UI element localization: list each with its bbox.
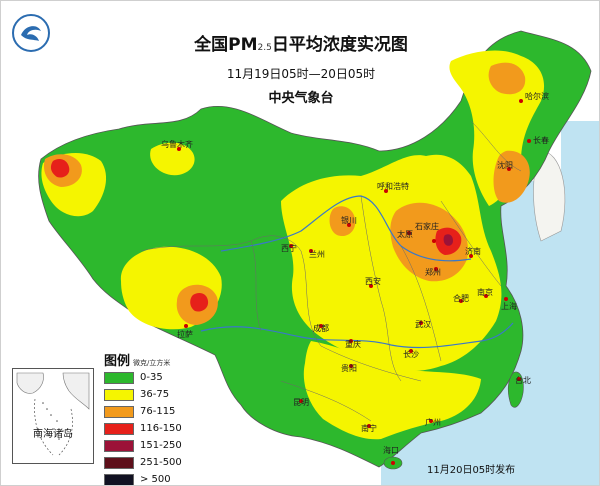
legend-swatch bbox=[104, 457, 134, 469]
legend-item: 251-500 bbox=[104, 455, 214, 471]
city-label-shenyang: 沈阳 bbox=[497, 160, 513, 170]
title-subscript: 2.5 bbox=[257, 43, 272, 53]
pm25-zone-red-west bbox=[190, 293, 209, 312]
city-label-xian: 西安 bbox=[365, 276, 381, 286]
city-label-xining: 西宁 bbox=[281, 243, 297, 253]
city-label-jinan: 济南 bbox=[465, 246, 481, 256]
city-label-kunming: 昆明 bbox=[293, 398, 309, 407]
legend-swatch bbox=[104, 474, 134, 485]
legend-item: 76-115 bbox=[104, 404, 214, 420]
pm25-zone-yellow-south bbox=[303, 341, 481, 440]
legend-item: 151-250 bbox=[104, 438, 214, 454]
city-label-harbin: 哈尔滨 bbox=[525, 91, 549, 101]
legend-item: 36-75 bbox=[104, 387, 214, 403]
legend-label: 76-115 bbox=[140, 406, 176, 417]
city-markers bbox=[177, 99, 531, 465]
inset-map bbox=[16, 372, 90, 456]
city-label-haikou: 海口 bbox=[383, 445, 399, 455]
pm25-zone-yellow-xj2 bbox=[150, 142, 195, 176]
city-label-shanghai: 上海 bbox=[501, 301, 517, 311]
city-label-chengdu: 成都 bbox=[313, 323, 329, 333]
legend-label: 251-500 bbox=[140, 457, 182, 468]
pm25-zone-red-xinjiang bbox=[50, 159, 70, 178]
city-label-taipei: 台北 bbox=[515, 375, 531, 385]
legend-label: 0-35 bbox=[140, 372, 163, 383]
legend-label: 36-75 bbox=[140, 389, 170, 400]
city-label-hefei: 合肥 bbox=[453, 293, 469, 303]
city-label-nanjing: 南京 bbox=[477, 287, 493, 297]
issue-time: 11月20日05时发布 bbox=[427, 465, 516, 476]
city-label-nanning: 南宁 bbox=[361, 423, 377, 433]
legend-label: > 500 bbox=[140, 474, 171, 485]
legend-header: 图例 微克/立方米 bbox=[104, 350, 214, 369]
city-label-changchun: 长春 bbox=[533, 135, 549, 145]
legend-item: > 500 bbox=[104, 472, 214, 485]
pm25-zone-orange-ningxia bbox=[329, 206, 356, 237]
legend-swatch bbox=[104, 389, 134, 401]
pm25-zone-orange-liaoning bbox=[493, 150, 530, 203]
south-china-sea-inset: 南海诸岛 bbox=[12, 368, 94, 464]
city-label-huhhot: 呼和浩特 bbox=[377, 181, 409, 191]
title-main: 全国PM bbox=[194, 35, 258, 55]
inset-label: 南海诸岛 bbox=[33, 429, 73, 440]
legend-label: 151-250 bbox=[140, 440, 182, 451]
legend: 图例 微克/立方米 0-35 36-75 76-115 116-150 151-2… bbox=[104, 350, 214, 485]
city-label-guangzhou: 广州 bbox=[425, 417, 441, 427]
legend-label: 116-150 bbox=[140, 423, 182, 434]
sea-area-east bbox=[561, 121, 599, 201]
legend-swatch bbox=[104, 372, 134, 384]
map-period: 11月19日05时—20日05时 bbox=[226, 67, 376, 81]
legend-title: 图例 bbox=[104, 354, 131, 369]
city-label-guiyang: 贵阳 bbox=[341, 363, 357, 373]
legend-item: 0-35 bbox=[104, 370, 214, 386]
cma-logo-icon bbox=[12, 14, 50, 52]
yellow-river bbox=[220, 195, 472, 262]
city-label-shijiazhuang: 石家庄 bbox=[415, 221, 439, 231]
legend-swatch bbox=[104, 406, 134, 418]
city-label-taiyuan: 太原 bbox=[397, 229, 413, 239]
city-label-wuhan: 武汉 bbox=[415, 319, 431, 329]
city-label-lhasa: 拉萨 bbox=[177, 329, 193, 339]
city-label-lanzhou: 兰州 bbox=[309, 249, 325, 259]
legend-swatch bbox=[104, 423, 134, 435]
legend-swatch bbox=[104, 440, 134, 452]
map-title: 全国PM2.5日平均浓度实况图 bbox=[1, 30, 599, 55]
city-label-urumqi: 乌鲁木齐 bbox=[161, 139, 193, 149]
pm25-zone-orange-northeast bbox=[488, 62, 526, 95]
map-agency: 中央气象台 bbox=[268, 91, 334, 106]
province-boundaries bbox=[140, 120, 522, 422]
pm25-zone-orange-hebei bbox=[390, 202, 469, 282]
city-label-zhengzhou: 郑州 bbox=[425, 267, 441, 277]
city-label-changsha: 长沙 bbox=[403, 349, 419, 359]
pm25-zone-dark-red-hebei bbox=[443, 234, 453, 246]
city-labels: 乌鲁木齐 哈尔滨 长春 沈阳 呼和浩特 银川 太原 石家庄 济南 郑州 兰州 西… bbox=[161, 91, 549, 455]
city-label-chongqing: 重庆 bbox=[345, 339, 361, 349]
title-suffix: 日平均浓度实况图 bbox=[271, 35, 408, 55]
legend-unit: 微克/立方米 bbox=[133, 359, 171, 367]
yangtze-river bbox=[200, 322, 514, 349]
legend-item: 116-150 bbox=[104, 421, 214, 437]
city-label-yinchuan: 银川 bbox=[341, 215, 357, 225]
